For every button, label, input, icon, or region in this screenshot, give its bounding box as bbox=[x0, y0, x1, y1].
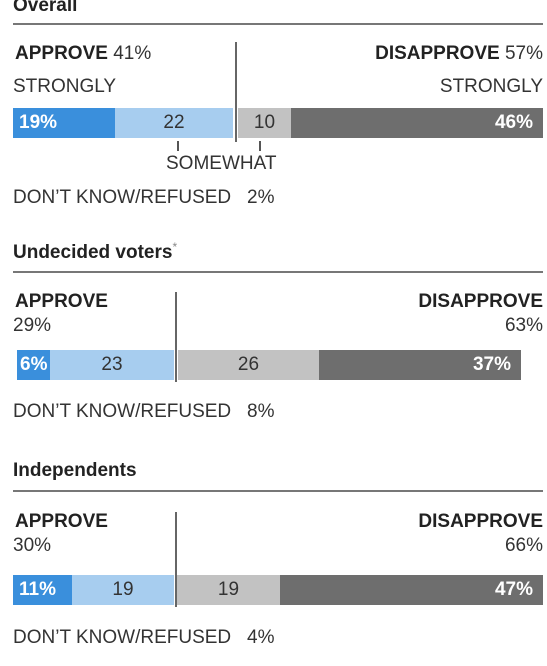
approve-total: 41% bbox=[113, 43, 152, 64]
approve-total: 29% bbox=[13, 315, 52, 336]
approve-word: APPROVE bbox=[15, 43, 108, 64]
approve-word: APPROVE bbox=[15, 511, 108, 532]
footnote-mark: * bbox=[172, 240, 178, 254]
dk-text: DON’T KNOW/REFUSED bbox=[13, 401, 232, 422]
disapprove-total: 66% bbox=[504, 535, 543, 556]
bar-label: 19 bbox=[217, 579, 240, 600]
chart-title: Overall bbox=[13, 0, 78, 16]
disapprove-word: DISAPPROVE bbox=[418, 511, 543, 532]
bar-strongly-disapprove: 46% bbox=[291, 108, 543, 138]
dk-text: DON’T KNOW/REFUSED bbox=[13, 187, 232, 208]
bar-somewhat-approve: 22 bbox=[115, 108, 233, 138]
bar-somewhat-disapprove: 26 bbox=[178, 350, 319, 380]
bar-strongly-approve: 11% bbox=[13, 575, 72, 605]
bar-somewhat-approve: 19 bbox=[72, 575, 174, 605]
dk-value: 2% bbox=[247, 187, 275, 208]
disapprove-total: 63% bbox=[504, 315, 543, 336]
bar-label: 46% bbox=[494, 112, 533, 133]
chart-title-text: Undecided voters bbox=[13, 242, 173, 263]
approve-total: 30% bbox=[13, 535, 52, 556]
bar-label: 19% bbox=[19, 112, 58, 133]
approve-label: APPROVE 41% bbox=[15, 44, 151, 63]
approve-disapprove-divider bbox=[175, 512, 177, 607]
dk-value: 8% bbox=[247, 401, 275, 422]
chart-title: Independents bbox=[13, 460, 137, 481]
bar-label: 26 bbox=[237, 354, 260, 375]
bar-label: 22 bbox=[163, 112, 185, 133]
bar-somewhat-disapprove: 19 bbox=[177, 575, 280, 605]
bar-label: 47% bbox=[494, 579, 533, 600]
approve-word: APPROVE bbox=[15, 291, 108, 312]
dk-label: DON’T KNOW/REFUSED 2% bbox=[13, 188, 274, 207]
bar-somewhat-approve: 23 bbox=[50, 350, 174, 380]
title-rule bbox=[13, 490, 543, 492]
bar-strongly-disapprove: 47% bbox=[280, 575, 543, 605]
disapprove-label: DISAPPROVE 57% bbox=[375, 44, 543, 63]
disapprove-total: 57% bbox=[504, 43, 543, 64]
bar-strongly-approve: 19% bbox=[13, 108, 115, 138]
bar-strongly-approve: 6% bbox=[17, 350, 50, 380]
chart-undecided-voters: Undecided voters* APPROVE 29% DISAPPROVE… bbox=[13, 240, 543, 421]
bar-label: 23 bbox=[101, 354, 123, 375]
dk-text: DON’T KNOW/REFUSED bbox=[13, 627, 232, 648]
chart-title: Undecided voters* bbox=[13, 240, 178, 264]
strongly-label-left: STRONGLY bbox=[13, 76, 117, 97]
bar-label: 37% bbox=[472, 354, 511, 375]
bar-strongly-disapprove: 37% bbox=[319, 350, 521, 380]
strongly-label-right: STRONGLY bbox=[439, 76, 543, 97]
bar-label: 10 bbox=[253, 112, 276, 133]
dk-value: 4% bbox=[247, 627, 275, 648]
approve-disapprove-divider bbox=[235, 42, 237, 142]
bar-label: 6% bbox=[20, 354, 48, 375]
bar-somewhat-disapprove: 10 bbox=[238, 108, 291, 138]
title-rule bbox=[13, 271, 543, 273]
chart-overall: Overall APPROVE 41% DISAPPROVE 57% STRON… bbox=[0, 0, 547, 215]
bar-label: 19 bbox=[112, 579, 134, 600]
somewhat-tick-left bbox=[177, 141, 179, 151]
disapprove-word: DISAPPROVE bbox=[375, 43, 500, 64]
dk-label: DON’T KNOW/REFUSED 8% bbox=[13, 402, 274, 421]
bar-label: 11% bbox=[19, 579, 56, 600]
disapprove-word: DISAPPROVE bbox=[418, 291, 543, 312]
approve-disapprove-divider bbox=[175, 292, 177, 382]
dk-label: DON’T KNOW/REFUSED 4% bbox=[13, 628, 274, 647]
somewhat-tick-right bbox=[259, 141, 261, 151]
somewhat-label: SOMEWHAT bbox=[166, 153, 277, 174]
title-rule bbox=[13, 23, 543, 25]
